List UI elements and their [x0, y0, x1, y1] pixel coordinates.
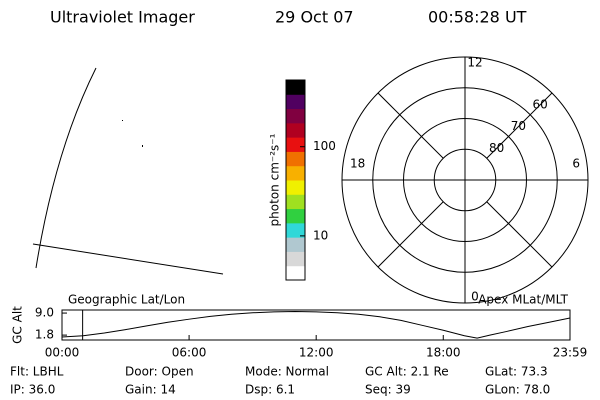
colorbar-cell [286, 237, 305, 252]
date: 29 Oct 07 [275, 8, 354, 27]
colorbar-tick-label: 100 [313, 139, 336, 153]
info-field: GC Alt: 2.1 Re [365, 365, 449, 379]
colorbar-cell [286, 222, 305, 238]
info-field: Mode: Normal [245, 365, 329, 379]
panel-label-right: Apex MLat/MLT [478, 293, 568, 307]
info-field: GLat: 73.3 [485, 365, 548, 379]
altitude-line [61, 311, 571, 339]
limb-arc [35, 67, 97, 269]
y-tick-label: 9.0 [35, 306, 54, 320]
polar-diagonal [486, 201, 553, 268]
image-panel [32, 67, 224, 275]
panel-label-left: Geographic Lat/Lon [68, 293, 185, 307]
title: Ultraviolet Imager [50, 8, 195, 27]
colorbar-cell [286, 251, 305, 267]
x-tick-label: 18:00 [426, 346, 461, 360]
colorbar-label: photon cm⁻²s⁻¹ [268, 133, 282, 226]
y-axis-label: GC Alt [11, 306, 25, 344]
x-tick-label: 00:00 [45, 346, 80, 360]
colorbar-cell [286, 265, 305, 281]
time: 00:58:28 UT [428, 8, 527, 27]
y-tick-label: 1.8 [35, 328, 54, 342]
colorbar-frame [285, 79, 306, 281]
x-tick-label: 12:00 [299, 346, 334, 360]
colorbar-cell [286, 165, 305, 181]
colorbar-cell [286, 137, 305, 152]
colorbar-cell [286, 208, 305, 224]
polar-diagonal [486, 92, 553, 159]
mlt-label: 12 [467, 56, 482, 70]
info-field: Door: Open [125, 365, 194, 379]
info-field: Gain: 14 [125, 383, 176, 397]
info-field: Flt: LBHL [10, 365, 64, 379]
info-field: IP: 36.0 [10, 383, 55, 397]
colorbar-cell [286, 108, 305, 124]
info-field: Dsp: 6.1 [245, 383, 295, 397]
info-field: GLon: 78.0 [485, 383, 550, 397]
colorbar-cell [286, 194, 305, 210]
colorbar-cell [286, 122, 305, 138]
colorbar-cell [286, 94, 305, 110]
x-tick-label: 06:00 [172, 346, 207, 360]
colorbar-cell [286, 80, 305, 95]
polar-diagonal [377, 201, 444, 268]
pixel [142, 145, 143, 147]
mlt-label: 18 [350, 157, 365, 171]
colorbar-cell [286, 180, 305, 195]
info-field: Seq: 39 [365, 383, 411, 397]
polar-diagonal [377, 92, 444, 159]
mlt-label: 6 [572, 157, 580, 171]
colorbar-cell [286, 151, 305, 167]
colorbar-tick-label: 10 [313, 228, 328, 242]
mlt-label: 0 [471, 290, 479, 304]
x-tick-label: 23:59 [553, 346, 588, 360]
pixel [122, 120, 123, 121]
terminator-line [32, 243, 224, 275]
